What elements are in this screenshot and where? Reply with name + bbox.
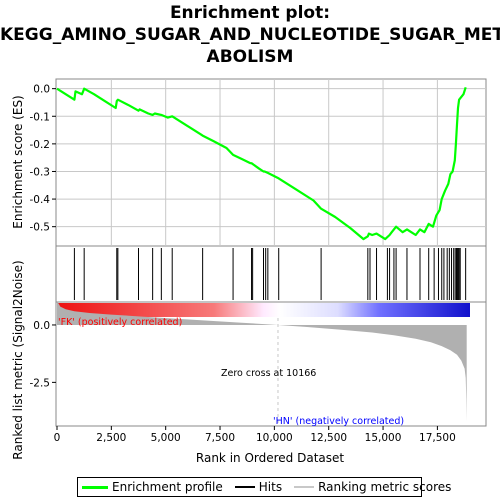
chart-title-line-1: Enrichment plot: (169, 3, 331, 23)
x-tick-label: 15,000 (365, 432, 402, 444)
es-gridlines (56, 79, 486, 246)
legend-label-enrichment: Enrichment profile (112, 480, 223, 494)
es-y-tick-label: -0.5 (30, 222, 51, 234)
positive-correlation-label: 'FK' (positively correlated) (58, 317, 182, 328)
legend-label-hits: Hits (258, 480, 283, 494)
es-y-axis-label: Enrichment score (ES) (11, 95, 25, 228)
negative-correlation-label: 'HN' (negatively correlated) (273, 416, 404, 427)
enrichment-profile-line (56, 86, 467, 241)
zero-cross-label: Zero cross at 10166 (221, 368, 316, 379)
es-y-tick-label: -0.4 (30, 194, 51, 206)
rank-color-bar (57, 303, 470, 317)
legend: Enrichment profile Hits Ranking metric s… (77, 477, 451, 497)
legend-item-ranking: Ranking metric scores (294, 480, 451, 494)
legend-item-hits: Hits (234, 480, 283, 494)
x-tick-label: 12,500 (310, 432, 347, 444)
legend-swatch-enrichment (82, 485, 108, 489)
chart-title-line-3: ABOLISM (206, 47, 294, 67)
x-axis-label: Rank in Ordered Dataset (196, 451, 344, 465)
metric-y-tick-label: 0.0 (33, 320, 50, 332)
legend-label-ranking: Ranking metric scores (318, 480, 452, 494)
legend-item-enrichment: Enrichment profile (82, 480, 223, 494)
rank-color-strip (57, 303, 470, 317)
es-y-tick-label: -0.2 (30, 139, 51, 151)
hits-panel-frame (55, 245, 487, 303)
x-tick-label: 2,500 (96, 432, 126, 444)
es-y-ticks: 0.0 -0.1 -0.2 -0.3 -0.4 -0.5 (30, 84, 56, 234)
chart-title-line-2: KEGG_AMINO_SUGAR_AND_NUCLEOTIDE_SUGAR_ME… (0, 25, 500, 45)
x-tick-label: 5,000 (151, 432, 181, 444)
chart-title: Enrichment plot: KEGG_AMINO_SUGAR_AND_NU… (0, 2, 500, 68)
x-tick-label: 0 (54, 432, 61, 444)
metric-y-ticks: 0.0 -2.5 (30, 320, 56, 389)
legend-swatch-ranking (294, 486, 315, 488)
es-panel-frame (55, 78, 487, 247)
x-tick-label: 17,500 (419, 432, 456, 444)
metric-y-tick-label: -2.5 (30, 377, 51, 389)
hit-markers (73, 248, 467, 300)
metric-y-axis-label: Ranked list metric (Signal2Noise) (11, 260, 25, 459)
x-tick-label: 10,000 (256, 432, 293, 444)
x-tick-label: 7,500 (205, 432, 235, 444)
ranking-metric-area (57, 300, 467, 422)
es-y-tick-label: -0.3 (30, 166, 51, 178)
es-y-tick-label: -0.1 (30, 111, 51, 123)
legend-swatch-hits (234, 486, 255, 488)
x-axis-ticks: 0 2,500 5,000 7,500 10,000 12,500 15,000 17,500 (54, 426, 456, 444)
es-y-tick-label: 0.0 (33, 84, 50, 96)
